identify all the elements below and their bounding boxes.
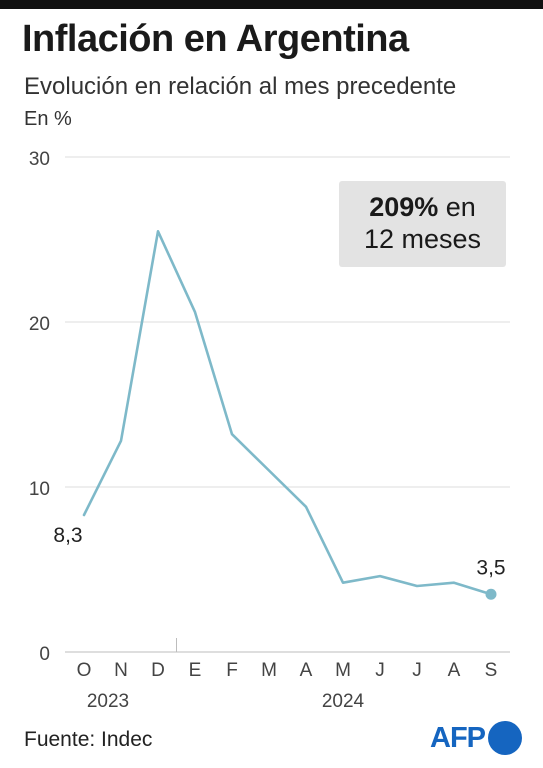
afp-logo-dot-icon <box>488 721 522 755</box>
x-tick-label: J <box>375 660 385 681</box>
x-tick-label: A <box>448 660 461 681</box>
x-tick-label: A <box>300 660 313 681</box>
y-tick-label: 30 <box>29 149 50 170</box>
line-chart: 0 10 20 30 O N D E F M A M J J A S 2023 2024 8,3 3,5 <box>29 149 510 712</box>
callout-period: 12 meses <box>363 224 482 254</box>
afp-logo-text: AFP <box>430 721 486 754</box>
afp-logo: AFP <box>430 719 522 757</box>
y-tick-label: 0 <box>39 644 50 665</box>
callout-value: 209% <box>369 192 439 222</box>
year-label: 2024 <box>322 691 365 712</box>
source-note: Fuente: Indec <box>24 728 153 751</box>
unit-label: En % <box>24 108 72 130</box>
data-label: 3,5 <box>476 556 505 579</box>
x-tick-label: O <box>77 660 92 681</box>
annual-inflation-callout: 209% en 12 meses <box>339 181 506 267</box>
top-rule <box>0 0 543 9</box>
x-tick-label: J <box>412 660 422 681</box>
y-tick-label: 10 <box>29 479 50 500</box>
x-tick-label: N <box>114 660 128 681</box>
last-point-marker <box>485 588 497 600</box>
chart-subtitle: Evolución en relación al mes precedente <box>24 73 457 100</box>
chart-title: Inflación en Argentina <box>22 18 409 60</box>
y-tick-label: 20 <box>29 314 50 335</box>
x-tick-label: E <box>189 660 202 681</box>
x-tick-label: S <box>485 660 498 681</box>
x-tick-label: M <box>261 660 277 681</box>
year-label: 2023 <box>87 691 129 712</box>
callout-text: en <box>445 192 476 222</box>
x-tick-label: M <box>335 660 351 681</box>
data-label: 8,3 <box>53 524 82 547</box>
x-tick-label: F <box>226 660 238 681</box>
inflation-line <box>82 230 493 596</box>
x-tick-label: D <box>151 660 165 681</box>
